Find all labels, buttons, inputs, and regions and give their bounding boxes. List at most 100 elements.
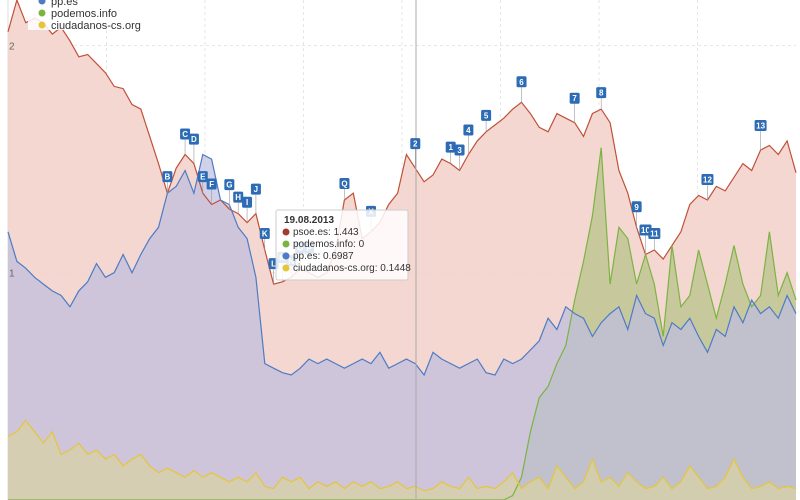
flag-box	[339, 178, 350, 189]
flag-box	[445, 141, 456, 153]
event-flag[interactable]: 7	[569, 92, 580, 123]
flag-box	[596, 87, 607, 99]
flag-box	[224, 179, 235, 191]
tooltip-row: pp.es: 0.6987	[293, 251, 354, 262]
event-flag[interactable]: J	[250, 183, 261, 214]
legend-label: ciudadanos-cs.org	[51, 20, 141, 32]
flag-label: C	[182, 130, 188, 139]
flag-box	[259, 228, 270, 239]
tooltip-row: psoe.es: 1.443	[293, 227, 359, 238]
pp-es-line	[7, 153, 797, 377]
ciudadanos-cs-org-line	[7, 419, 797, 492]
flag-label: 2	[413, 140, 418, 149]
flag-label: 5	[484, 111, 489, 120]
ciudadanos-cs-org-area	[8, 420, 796, 500]
flag-label: D	[191, 135, 197, 144]
flag-label: 12	[703, 176, 712, 185]
flag-label: H	[235, 193, 241, 202]
flag-label: 4	[466, 126, 471, 135]
legend-marker	[38, 21, 46, 29]
tooltip-date: 19.08.2013	[284, 215, 334, 226]
legend-label: pp.es	[51, 0, 78, 8]
flag-box	[516, 76, 527, 88]
tooltip-marker	[282, 252, 290, 260]
flag-label: 8	[599, 89, 604, 98]
flag-label: 6	[519, 78, 524, 87]
flag-label: L	[271, 260, 276, 269]
flag-label: 1	[448, 143, 453, 152]
flag-label: 13	[756, 122, 765, 131]
flag-label: 11	[650, 230, 659, 239]
flag-box	[454, 144, 465, 156]
event-flag[interactable]: 1	[445, 141, 456, 164]
flag-box	[410, 138, 421, 150]
flag-label: 3	[457, 146, 462, 155]
flag-box	[162, 171, 173, 183]
pp-es-area	[8, 154, 796, 500]
tooltip-box	[275, 209, 409, 281]
flag-box	[569, 92, 580, 104]
flag-box	[701, 174, 714, 185]
flag-box	[754, 120, 767, 131]
flag-label: 10	[641, 226, 650, 235]
flag-box	[481, 109, 492, 121]
flag-box	[250, 183, 261, 195]
flag-box	[242, 196, 253, 208]
event-flag[interactable]: 11	[648, 228, 661, 250]
flag-box	[206, 178, 217, 190]
series-lines	[7, 0, 797, 500]
event-flag[interactable]: H	[233, 191, 244, 214]
event-flag[interactable]: 3	[454, 144, 465, 171]
legend-label: podemos.info	[51, 8, 117, 20]
event-flag[interactable]: 13	[754, 120, 767, 150]
flag-box	[188, 133, 199, 145]
event-flag[interactable]: 9	[631, 201, 642, 228]
event-flag[interactable]: 12	[701, 174, 714, 200]
legend-box	[28, 0, 140, 30]
event-flag[interactable]: 5	[481, 109, 492, 132]
flag-label: K	[262, 230, 268, 239]
event-flag[interactable]: 4	[463, 124, 474, 155]
flag-label: E	[200, 173, 206, 182]
flag-box	[233, 191, 244, 203]
flag-label: 7	[572, 94, 577, 103]
event-flag[interactable]: F	[206, 178, 217, 205]
flag-box	[463, 124, 474, 136]
y-tick-label: 1	[9, 269, 15, 280]
podemos-info-line	[8, 147, 797, 500]
event-flag[interactable]: 2	[410, 138, 421, 169]
legend-marker	[38, 0, 46, 5]
tooltip-row: ciudadanos-cs.org: 0.1448	[293, 263, 411, 274]
event-flag[interactable]: Q	[339, 178, 350, 200]
tooltip-row: podemos.info: 0	[293, 239, 365, 250]
flag-label: 9	[634, 203, 639, 212]
event-flag[interactable]: D	[188, 133, 199, 164]
flag-label: B	[164, 173, 170, 182]
y-tick-label: 2	[9, 41, 15, 52]
event-flag[interactable]: I	[242, 196, 253, 223]
tooltip-marker	[282, 264, 290, 272]
flag-label: F	[209, 180, 214, 189]
event-flags[interactable]: BCDEFGHIJKLMNOPQX21345678910111213	[162, 76, 767, 285]
event-flag[interactable]: K	[259, 228, 270, 250]
flag-label: Q	[341, 180, 347, 189]
event-flag[interactable]: 6	[516, 76, 527, 103]
y-axis: 12	[9, 41, 15, 279]
flag-label: G	[226, 181, 232, 190]
event-flag[interactable]: B	[162, 171, 173, 194]
psoe-es-line	[7, 0, 797, 285]
event-flag[interactable]: 8	[596, 87, 607, 110]
event-flag[interactable]: G	[224, 179, 235, 210]
flag-box	[197, 171, 208, 183]
flag-label: I	[246, 198, 248, 207]
flag-box	[631, 201, 642, 213]
flag-box	[180, 128, 191, 140]
tooltip-marker	[282, 240, 290, 248]
event-flag[interactable]: C	[180, 128, 191, 155]
flag-label: J	[254, 185, 258, 194]
tooltip-marker	[282, 228, 290, 236]
event-flag[interactable]: E	[197, 171, 208, 194]
